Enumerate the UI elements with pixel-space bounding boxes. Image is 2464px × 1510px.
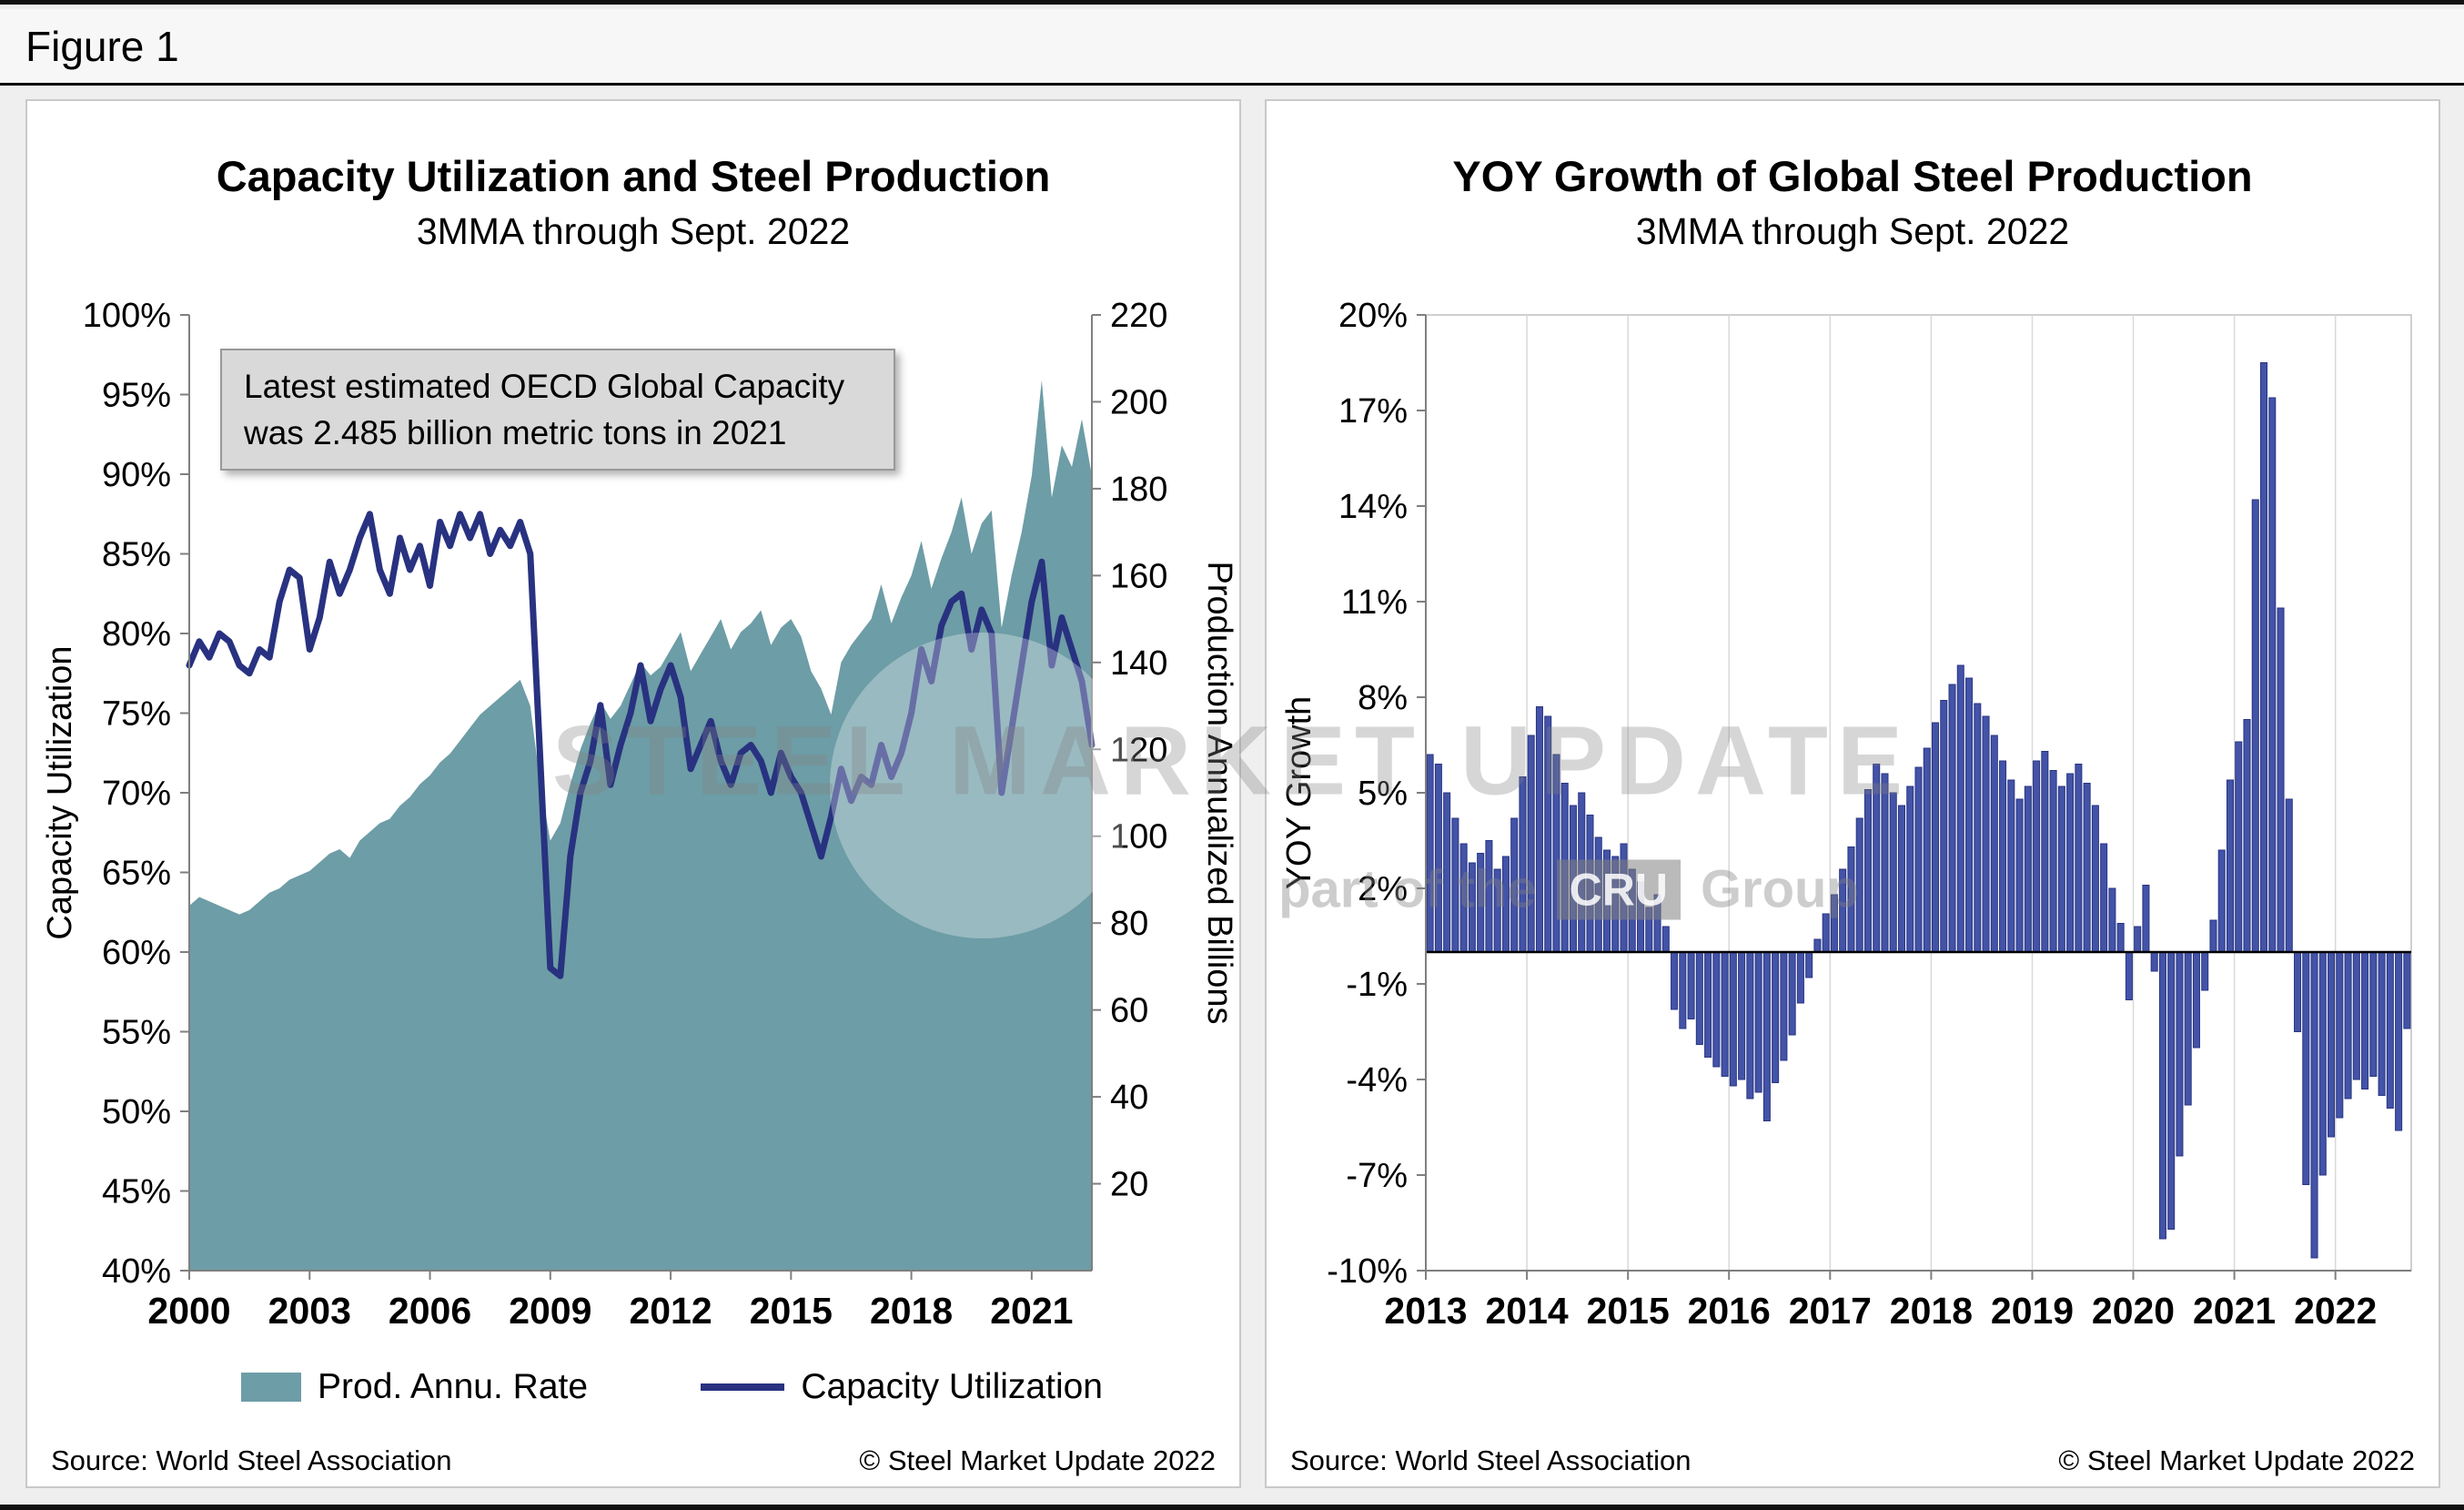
svg-text:180: 180 bbox=[1110, 471, 1167, 509]
right-source-row: Source: World Steel Association © Steel … bbox=[1290, 1444, 2415, 1477]
svg-text:2016: 2016 bbox=[1688, 1290, 1771, 1332]
svg-text:-1%: -1% bbox=[1346, 966, 1408, 1004]
svg-text:40%: 40% bbox=[102, 1252, 171, 1291]
svg-text:90%: 90% bbox=[102, 456, 171, 494]
svg-text:2021: 2021 bbox=[990, 1290, 1073, 1332]
svg-text:YOY Growth: YOY Growth bbox=[1280, 696, 1318, 890]
chart-panels: Capacity Utilization and Steel Productio… bbox=[25, 99, 2440, 1488]
right-chart-title: YOY Growth of Global Steel Production bbox=[1452, 152, 2253, 200]
svg-text:14%: 14% bbox=[1338, 488, 1408, 526]
svg-text:17%: 17% bbox=[1338, 392, 1408, 431]
svg-text:Production Annualized Billions: Production Annualized Billions bbox=[1200, 561, 1238, 1024]
svg-text:45%: 45% bbox=[102, 1173, 171, 1211]
svg-text:100%: 100% bbox=[83, 297, 171, 335]
svg-text:-4%: -4% bbox=[1346, 1061, 1408, 1100]
svg-text:65%: 65% bbox=[102, 855, 171, 893]
right-source-text: Source: World Steel Association bbox=[1290, 1444, 1691, 1476]
svg-text:2012: 2012 bbox=[629, 1290, 712, 1332]
svg-text:2017: 2017 bbox=[1789, 1290, 1872, 1332]
svg-text:-7%: -7% bbox=[1346, 1157, 1408, 1195]
svg-text:95%: 95% bbox=[102, 377, 171, 415]
svg-text:2021: 2021 bbox=[2193, 1290, 2276, 1332]
svg-text:60%: 60% bbox=[102, 934, 171, 972]
capacity-annotation: Latest estimated OECD Global Capacity wa… bbox=[220, 349, 895, 471]
svg-text:2003: 2003 bbox=[268, 1290, 351, 1332]
svg-text:85%: 85% bbox=[102, 536, 171, 574]
legend-item-production: Prod. Annu. Rate bbox=[241, 1367, 588, 1407]
annotation-line-1: Latest estimated OECD Global Capacity bbox=[244, 368, 845, 405]
left-copyright-text: © Steel Market Update 2022 bbox=[859, 1444, 1216, 1476]
figure-header: Figure 1 bbox=[0, 9, 2464, 86]
left-chart-subtitle: 3MMA through Sept. 2022 bbox=[416, 210, 851, 252]
left-source-text: Source: World Steel Association bbox=[51, 1444, 452, 1476]
svg-text:200: 200 bbox=[1110, 383, 1167, 421]
legend-label-production: Prod. Annu. Rate bbox=[318, 1367, 589, 1406]
yoy-growth-panel: YOY Growth of Global Steel Production 3M… bbox=[1265, 99, 2440, 1488]
svg-text:2018: 2018 bbox=[870, 1290, 953, 1332]
right-copyright-text: © Steel Market Update 2022 bbox=[2058, 1444, 2415, 1476]
svg-text:140: 140 bbox=[1110, 644, 1167, 683]
svg-text:50%: 50% bbox=[102, 1093, 171, 1131]
svg-text:2019: 2019 bbox=[1991, 1290, 2074, 1332]
svg-text:2015: 2015 bbox=[750, 1290, 833, 1332]
legend-label-utilization: Capacity Utilization bbox=[801, 1367, 1103, 1406]
svg-text:2009: 2009 bbox=[509, 1290, 591, 1332]
svg-text:2006: 2006 bbox=[389, 1290, 471, 1332]
figure-label: Figure 1 bbox=[25, 22, 179, 70]
svg-text:55%: 55% bbox=[102, 1014, 171, 1052]
svg-text:8%: 8% bbox=[1358, 679, 1408, 717]
svg-text:2022: 2022 bbox=[2294, 1290, 2377, 1332]
svg-text:2020: 2020 bbox=[2092, 1290, 2175, 1332]
svg-text:5%: 5% bbox=[1358, 775, 1408, 813]
svg-text:2000: 2000 bbox=[147, 1290, 230, 1332]
left-chart-legend: Prod. Annu. Rate Capacity Utilization bbox=[27, 1367, 1239, 1407]
svg-text:2014: 2014 bbox=[1485, 1290, 1568, 1332]
svg-text:Capacity Utilization: Capacity Utilization bbox=[41, 645, 79, 939]
svg-text:80%: 80% bbox=[102, 615, 171, 654]
svg-text:75%: 75% bbox=[102, 695, 171, 734]
svg-text:220: 220 bbox=[1110, 297, 1167, 335]
annotation-line-2: was 2.485 billion metric tons in 2021 bbox=[244, 414, 787, 452]
svg-text:20: 20 bbox=[1110, 1166, 1148, 1204]
svg-text:2015: 2015 bbox=[1587, 1290, 1670, 1332]
left-chart-title: Capacity Utilization and Steel Productio… bbox=[216, 152, 1051, 200]
svg-text:40: 40 bbox=[1110, 1079, 1148, 1117]
svg-text:160: 160 bbox=[1110, 557, 1167, 595]
left-source-row: Source: World Steel Association © Steel … bbox=[51, 1444, 1216, 1477]
right-chart-subtitle: 3MMA through Sept. 2022 bbox=[1635, 210, 2070, 252]
svg-text:120: 120 bbox=[1110, 731, 1167, 769]
svg-text:60: 60 bbox=[1110, 992, 1148, 1030]
capacity-utilization-chart-svg: 40% 45% 50% 55% 60% 65% 70% 75% 80% 85% 90% 95% 100%… bbox=[41, 297, 1238, 1332]
svg-text:-10%: -10% bbox=[1327, 1252, 1408, 1291]
capacity-utilization-panel: Capacity Utilization and Steel Productio… bbox=[25, 99, 1241, 1488]
line-swatch-icon bbox=[701, 1383, 785, 1391]
svg-text:20%: 20% bbox=[1338, 297, 1408, 335]
yoy-growth-chart-svg: -10% -7% -4% -1% 2% 5% 8% 11% 14% 17% 20% 2013 2014 2… bbox=[1280, 297, 2412, 1332]
legend-item-utilization: Capacity Utilization bbox=[701, 1367, 1103, 1407]
svg-text:2%: 2% bbox=[1358, 870, 1408, 908]
svg-text:70%: 70% bbox=[102, 775, 171, 813]
svg-text:100: 100 bbox=[1110, 818, 1167, 856]
svg-text:80: 80 bbox=[1110, 905, 1148, 943]
svg-text:2013: 2013 bbox=[1384, 1290, 1467, 1332]
area-swatch-icon bbox=[241, 1373, 301, 1402]
svg-text:11%: 11% bbox=[1341, 583, 1408, 622]
svg-text:2018: 2018 bbox=[1890, 1290, 1973, 1332]
